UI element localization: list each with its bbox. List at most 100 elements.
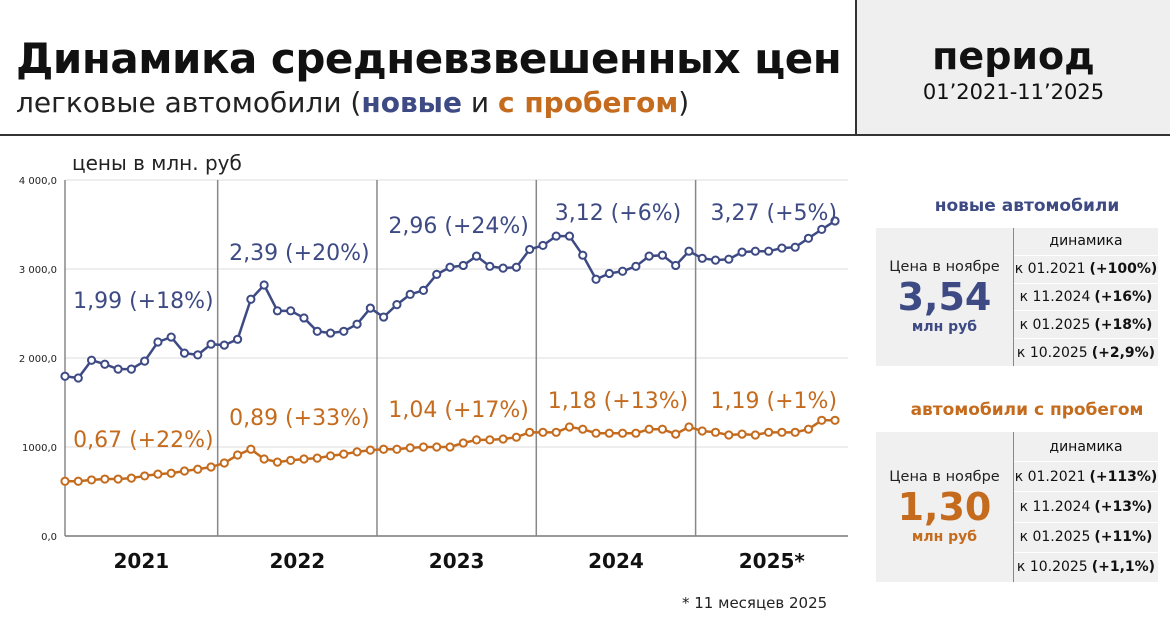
data-point <box>299 313 309 323</box>
x-tick-label: 2023 <box>429 549 485 573</box>
data-point <box>339 449 349 459</box>
panel-new-price: Цена в ноябре 3,54 млн руб <box>876 228 1014 366</box>
data-point <box>790 242 800 252</box>
data-point <box>405 289 415 299</box>
price-unit: млн руб <box>911 319 978 335</box>
data-point <box>803 233 814 243</box>
annotation-label: 0,67 (+22%) <box>73 428 213 453</box>
data-point <box>299 454 309 464</box>
data-point <box>219 458 229 468</box>
data-point <box>153 469 163 479</box>
dynamics-row: к 11.2024 (+13%) <box>1014 492 1158 523</box>
data-point <box>392 444 402 454</box>
row-label: к 11.2024 <box>1019 499 1091 515</box>
data-point <box>498 434 508 444</box>
row-label: к 01.2021 <box>1014 468 1086 485</box>
dynamics-header: динамика <box>1014 228 1158 256</box>
data-point <box>418 442 429 452</box>
data-point <box>126 364 136 374</box>
data-point <box>511 432 521 442</box>
data-point <box>365 445 375 455</box>
data-point <box>126 473 136 483</box>
panel-used-price: Цена в ноябре 1,30 млн руб <box>876 432 1014 582</box>
subtitle-suffix: ) <box>678 86 690 119</box>
panel-used-table: Цена в ноябре 1,30 млн руб динамика к 01… <box>876 432 1158 582</box>
panel-used-cars: автомобили с пробегом Цена в ноябре 1,30… <box>876 400 1158 582</box>
row-label: к 01.2021 <box>1014 261 1086 278</box>
data-point <box>790 427 800 437</box>
data-point <box>604 428 614 438</box>
footnote: * 11 месяцев 2025 <box>682 594 828 612</box>
row-value: (+13%) <box>1094 499 1153 515</box>
data-point <box>179 348 190 358</box>
annotation-label: 1,18 (+13%) <box>548 389 688 414</box>
annotation-label: 0,89 (+33%) <box>229 406 369 431</box>
panel-new-title: новые автомобили <box>934 196 1120 216</box>
dynamics-row: к 11.2024 (+16%) <box>1014 284 1158 312</box>
data-point <box>591 274 601 284</box>
page-title: Динамика средневзвешенных цен <box>16 34 842 83</box>
data-point <box>445 442 455 452</box>
page-subtitle: легковые автомобили (новые и с пробегом) <box>16 86 689 119</box>
data-point <box>432 269 442 279</box>
data-point <box>485 435 495 445</box>
data-point <box>684 246 694 256</box>
data-point <box>140 356 150 366</box>
data-point <box>352 319 362 329</box>
data-point <box>684 422 694 432</box>
data-point <box>724 430 734 440</box>
y-tick-label: 1000,0 <box>22 443 57 454</box>
data-point <box>671 429 681 439</box>
data-point <box>604 268 614 279</box>
annotation-label: 3,12 (+6%) <box>555 201 681 226</box>
data-point <box>405 443 415 453</box>
data-point <box>432 442 442 452</box>
dynamics-list: динамика к 01.2021 (+113%) к 11.2024 (+13%… <box>1014 432 1158 582</box>
data-point <box>312 453 322 463</box>
data-point <box>551 427 561 437</box>
row-value: (+16%) <box>1094 288 1153 305</box>
row-label: к 11.2024 <box>1019 288 1091 305</box>
dynamics-header: динамика <box>1014 432 1158 463</box>
annotation-label: 1,19 (+1%) <box>711 389 837 414</box>
price-value: 3,54 <box>897 275 992 319</box>
data-point <box>710 427 721 437</box>
line-chart: цены в млн. руб 0,0 1000,0 2 000,0 3 000,0 4 … <box>0 140 860 635</box>
data-point <box>272 306 283 316</box>
data-point <box>325 451 336 461</box>
data-point <box>166 332 176 342</box>
data-point <box>750 246 760 256</box>
data-point <box>193 350 203 360</box>
data-point <box>379 312 389 322</box>
dynamics-row: к 10.2025 (+2,9%) <box>1014 339 1158 366</box>
data-point <box>166 468 176 478</box>
data-point <box>352 447 362 457</box>
data-point <box>764 427 774 437</box>
data-point <box>73 373 83 383</box>
data-point <box>578 424 588 434</box>
row-value: (+1,1%) <box>1091 559 1156 576</box>
x-tick-label: 2024 <box>588 549 644 573</box>
data-point <box>498 263 508 273</box>
dynamics-row: к 01.2021 (+100%) <box>1014 256 1158 284</box>
data-point <box>140 471 150 481</box>
data-point <box>564 422 575 432</box>
data-point <box>272 457 283 467</box>
y-tick-label: 3 000,0 <box>19 265 57 276</box>
row-label: к 01.2025 <box>1019 529 1091 546</box>
data-point <box>100 359 110 369</box>
data-point <box>193 464 203 474</box>
data-point <box>817 415 827 425</box>
row-label: к 10.2025 <box>1016 344 1088 361</box>
row-label: к 01.2025 <box>1019 316 1091 333</box>
data-point <box>113 364 123 374</box>
panel-new-table: Цена в ноябре 3,54 млн руб динамика к 01… <box>876 228 1158 366</box>
data-point <box>86 475 97 485</box>
data-point <box>538 427 548 437</box>
price-caption: Цена в ноябре <box>889 259 1000 275</box>
annotation-label: 1,04 (+17%) <box>388 398 528 423</box>
dynamics-row: к 01.2025 (+18%) <box>1014 311 1158 340</box>
data-point <box>60 371 70 381</box>
y-tick-label: 0,0 <box>41 532 57 543</box>
data-point <box>286 455 296 465</box>
